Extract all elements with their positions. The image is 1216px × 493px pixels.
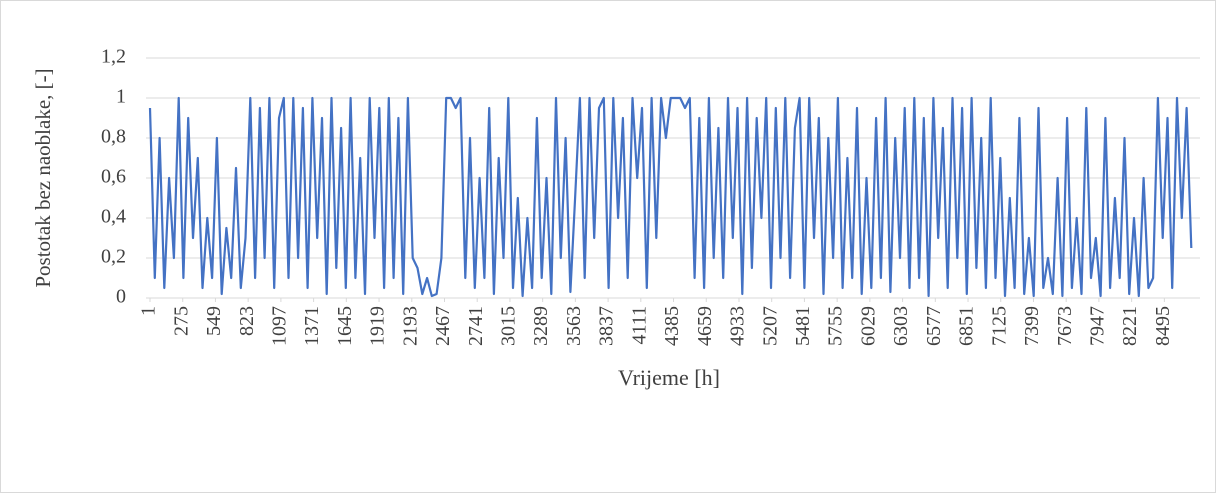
data-line (148, 96, 1193, 298)
x-tick-label: 4111 (628, 306, 650, 345)
x-tick-label: 823 (236, 306, 258, 336)
x-tick-label: 4659 (694, 306, 716, 346)
x-tick-label: 6303 (890, 306, 912, 346)
x-tick-label: 1 (138, 306, 160, 316)
x-tick-label: 7673 (1054, 306, 1076, 346)
x-tick-label: 7125 (988, 306, 1010, 346)
x-tick-label: 8495 (1152, 306, 1174, 346)
x-tick-label: 7399 (1021, 306, 1043, 346)
x-tick-label: 6029 (857, 306, 879, 346)
x-tick-label: 2741 (465, 306, 487, 346)
x-tick-label: 1097 (268, 306, 290, 346)
x-tick-label: 3015 (498, 306, 520, 346)
x-tick-label: 2193 (399, 306, 421, 346)
x-tick-label: 3289 (530, 306, 552, 346)
y-tick-label: 0,6 (101, 166, 126, 188)
x-tick-label: 275 (170, 306, 192, 336)
y-tick-label: 0 (116, 286, 126, 308)
x-tick-label: 1919 (367, 306, 389, 346)
x-tick-label: 2467 (432, 306, 454, 346)
x-tick-label: 6577 (923, 306, 945, 346)
y-tick-label: 1 (116, 86, 126, 108)
x-tick-label: 6851 (956, 306, 978, 346)
y-axis-title: Postotak bez naoblake, [-] (31, 68, 55, 287)
x-tick-label: 549 (203, 306, 225, 336)
x-tick-label: 7947 (1087, 306, 1109, 346)
y-tick-label: 0,4 (101, 206, 126, 228)
x-tick-label: 4385 (661, 306, 683, 346)
x-tick-label: 5755 (825, 306, 847, 346)
x-tick-label: 5207 (759, 306, 781, 346)
y-tick-label: 0,8 (101, 126, 126, 148)
x-tick-label: 3563 (563, 306, 585, 346)
y-tick-label: 1,2 (101, 46, 126, 68)
y-tick-label: 0,2 (101, 246, 126, 268)
x-tick-label: 5481 (792, 306, 814, 346)
x-tick-label: 4933 (727, 306, 749, 346)
x-tick-label: 8221 (1119, 306, 1141, 346)
x-tick-label: 3837 (596, 306, 618, 346)
x-tick-label: 1371 (301, 306, 323, 346)
x-axis-title: Vrijeme [h] (618, 365, 720, 390)
x-tick-label: 1645 (334, 306, 356, 346)
